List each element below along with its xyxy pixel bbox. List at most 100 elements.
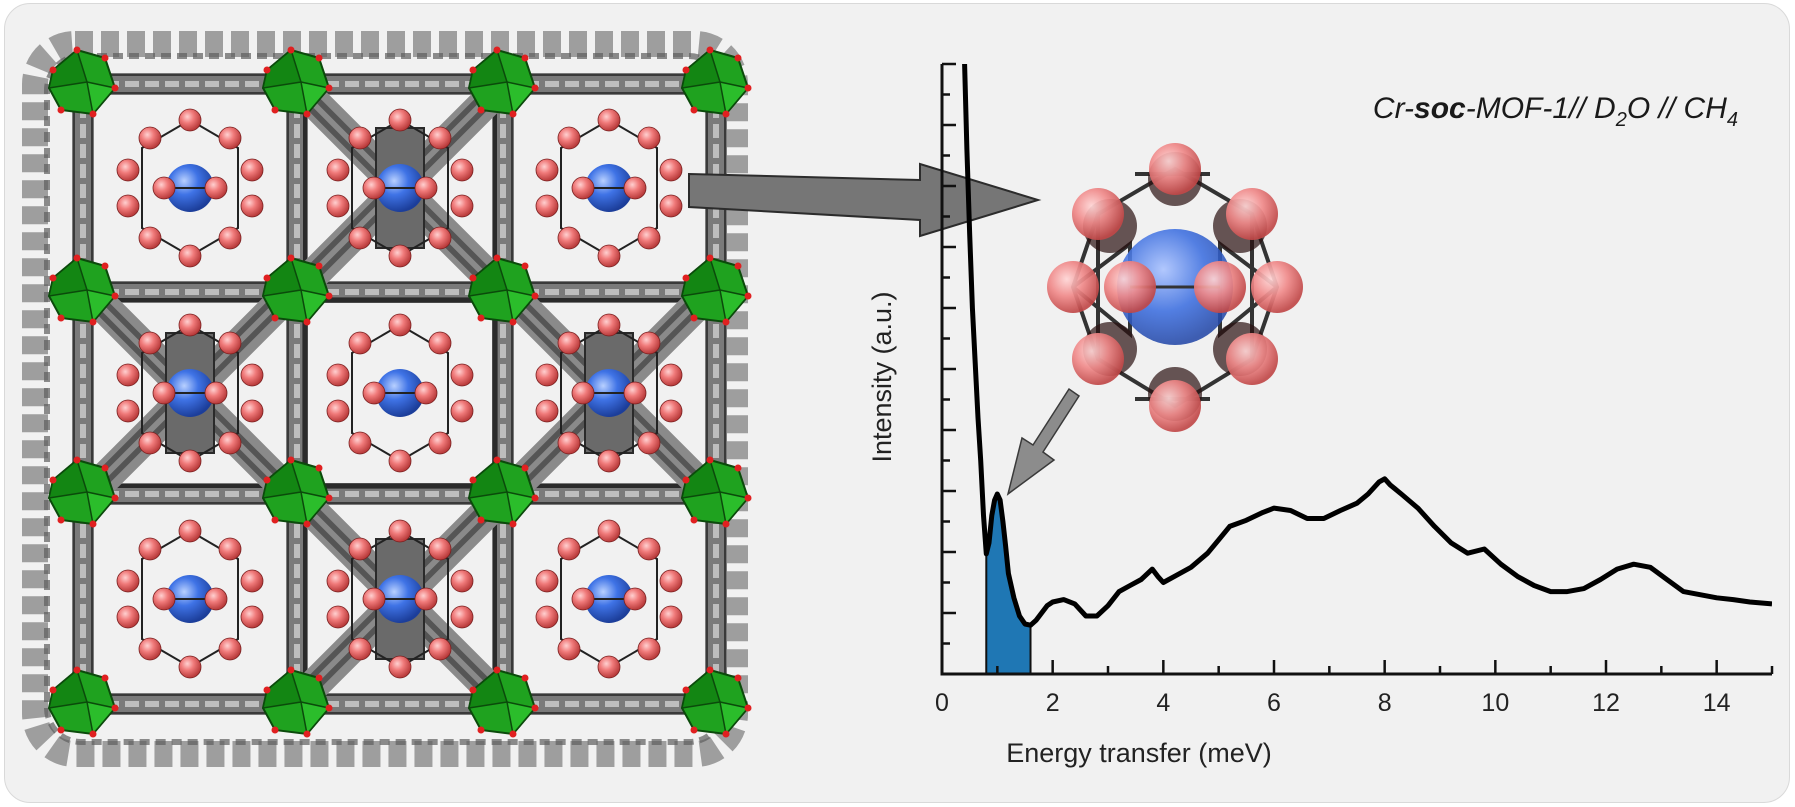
oxygen-atom [326, 605, 350, 629]
oxygen-atom [535, 363, 559, 387]
oxygen-atom [240, 194, 264, 218]
oxygen-atom [571, 176, 595, 200]
oxygen-atom [116, 569, 140, 593]
oxygen-atom [557, 226, 581, 250]
oxygen-atom [178, 449, 202, 473]
oxygen-atom [348, 537, 372, 561]
oxygen-atom [240, 569, 264, 593]
x-tick-label: 14 [1703, 689, 1731, 717]
oxygen-atom [659, 194, 683, 218]
x-tick-label: 0 [935, 689, 949, 717]
oxygen-atom [597, 244, 621, 268]
oxygen-atom [178, 244, 202, 268]
metal-node [467, 46, 539, 118]
oxygen-atom [597, 655, 621, 679]
oxygen-atom [388, 655, 412, 679]
oxygen-atom [116, 399, 140, 423]
pore-cluster [326, 519, 474, 679]
oxygen-atom [637, 537, 661, 561]
oxygen-atom [204, 176, 228, 200]
oxygen-atom [659, 399, 683, 423]
pointer-arrow [688, 162, 1042, 238]
oxygen-atom [637, 126, 661, 150]
oxygen-atom [152, 176, 176, 200]
oxygen-atom [414, 381, 438, 405]
pore-cluster [535, 519, 683, 679]
oxygen-atom [240, 605, 264, 629]
figure-panel: 0 2 4 6 8 10 12 14 Energy transfer (meV) Intens… [4, 3, 1790, 803]
pore-cluster [326, 313, 474, 473]
oxygen-atom [388, 244, 412, 268]
oxygen-atom [637, 331, 661, 355]
metal-node [680, 254, 752, 326]
oxygen-atom [1251, 261, 1303, 313]
oxygen-atom [240, 399, 264, 423]
metal-node [261, 254, 333, 326]
oxygen-atom [450, 194, 474, 218]
oxygen-atom [637, 431, 661, 455]
metal-node [467, 666, 539, 738]
oxygen-atom [1226, 333, 1278, 385]
zoomed-cluster-illustration [1047, 143, 1303, 432]
oxygen-atom [557, 537, 581, 561]
pore-cluster [116, 313, 264, 473]
oxygen-atom [428, 226, 452, 250]
oxygen-atom [138, 537, 162, 561]
chart-title: Cr-soc-MOF-1// D2O // CH4 [1373, 92, 1738, 131]
oxygen-atom [116, 158, 140, 182]
oxygen-atom [138, 226, 162, 250]
oxygen-atom [152, 587, 176, 611]
oxygen-atom [218, 431, 242, 455]
oxygen-atom [659, 363, 683, 387]
oxygen-atom [623, 587, 647, 611]
oxygen-atom [218, 537, 242, 561]
oxygen-atom [326, 363, 350, 387]
oxygen-atom [428, 637, 452, 661]
oxygen-atom [450, 363, 474, 387]
oxygen-atom [326, 194, 350, 218]
oxygen-atom [388, 108, 412, 132]
oxygen-atom [326, 569, 350, 593]
oxygen-atom [1149, 143, 1201, 195]
metal-node [261, 666, 333, 738]
oxygen-atom [348, 331, 372, 355]
oxygen-atom [571, 381, 595, 405]
oxygen-atom [388, 313, 412, 337]
oxygen-atom [535, 158, 559, 182]
oxygen-atom [1072, 188, 1124, 240]
oxygen-atom [204, 381, 228, 405]
x-tick-label: 2 [1046, 689, 1060, 717]
oxygen-atom [557, 126, 581, 150]
oxygen-atom [326, 158, 350, 182]
oxygen-atom [348, 126, 372, 150]
oxygen-atom [326, 399, 350, 423]
oxygen-atom [450, 569, 474, 593]
metal-node [47, 46, 119, 118]
peak-pointer-arrow [1006, 387, 1081, 496]
oxygen-atom [240, 158, 264, 182]
oxygen-atom [414, 176, 438, 200]
oxygen-atom [414, 587, 438, 611]
pore-cluster [535, 313, 683, 473]
oxygen-atom [659, 158, 683, 182]
oxygen-atom [557, 331, 581, 355]
pore-cluster [116, 108, 264, 268]
oxygen-atom [428, 431, 452, 455]
oxygen-atom [348, 637, 372, 661]
oxygen-atom [138, 331, 162, 355]
oxygen-atom [178, 108, 202, 132]
oxygen-atom [204, 587, 228, 611]
oxygen-atom [1194, 261, 1246, 313]
oxygen-atom [1226, 188, 1278, 240]
series-line [962, 64, 1772, 628]
oxygen-atom [348, 431, 372, 455]
oxygen-atom [240, 363, 264, 387]
oxygen-atom [571, 587, 595, 611]
oxygen-atom [535, 569, 559, 593]
oxygen-atom [428, 126, 452, 150]
oxygen-atom [1072, 333, 1124, 385]
x-tick-label: 6 [1267, 689, 1281, 717]
oxygen-atom [152, 381, 176, 405]
oxygen-atom [218, 637, 242, 661]
oxygen-atom [116, 363, 140, 387]
